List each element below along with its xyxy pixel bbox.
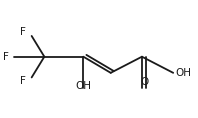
Text: F: F: [20, 76, 26, 86]
Text: OH: OH: [175, 68, 191, 78]
Text: OH: OH: [75, 81, 91, 91]
Text: F: F: [3, 52, 9, 62]
Text: F: F: [20, 27, 26, 37]
Text: O: O: [140, 77, 148, 87]
